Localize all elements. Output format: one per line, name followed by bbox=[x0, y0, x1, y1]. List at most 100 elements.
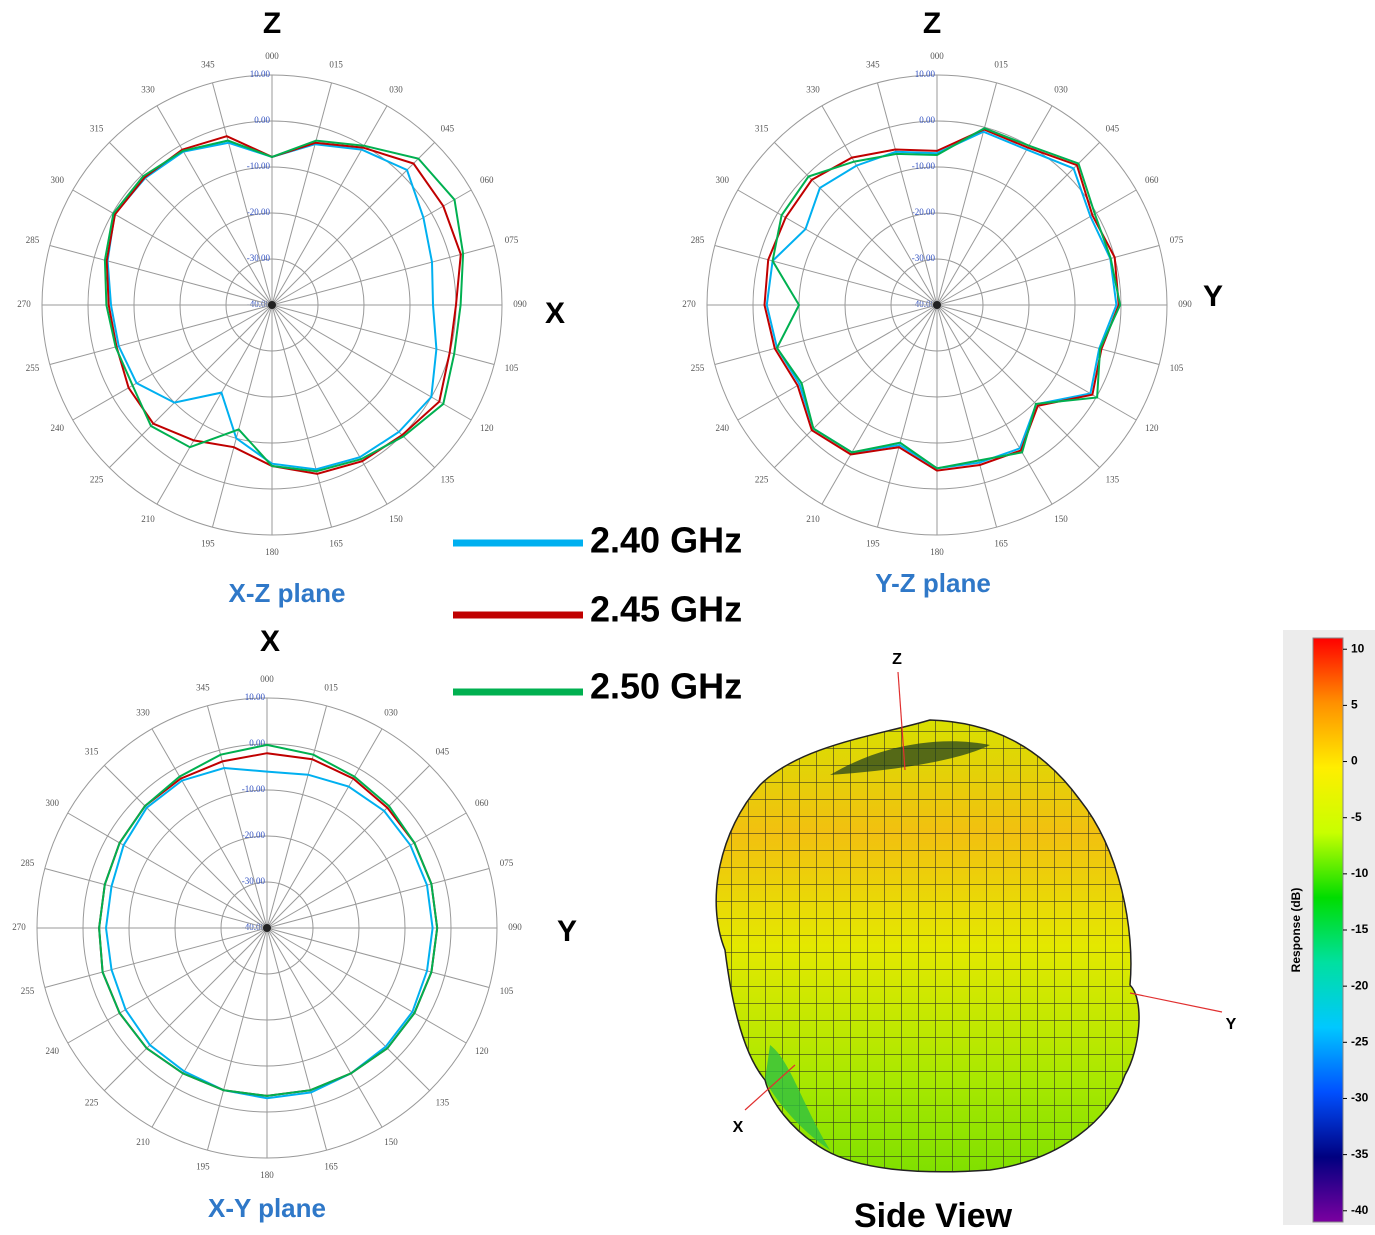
x-axis bbox=[744, 1064, 796, 1111]
theta-tick-label: 225 bbox=[755, 474, 769, 484]
spoke bbox=[936, 82, 998, 306]
theta-tick-label: 150 bbox=[1054, 514, 1068, 524]
spoke bbox=[271, 304, 495, 366]
r-tick-label: -30.00 bbox=[247, 253, 271, 263]
spoke bbox=[109, 304, 273, 468]
theta-tick-label: 225 bbox=[90, 474, 104, 484]
spoke bbox=[714, 304, 938, 366]
colorbar-tick-label: -10 bbox=[1351, 866, 1369, 880]
series-line bbox=[103, 139, 465, 473]
theta-tick-label: 330 bbox=[806, 84, 820, 94]
chart-title: Side View bbox=[854, 1197, 1013, 1235]
theta-tick-label: 075 bbox=[1170, 235, 1184, 245]
spoke bbox=[206, 927, 268, 1151]
spoke bbox=[266, 927, 430, 1091]
theta-tick-label: 075 bbox=[500, 858, 514, 868]
x-axis-label: X bbox=[733, 1119, 744, 1136]
spoke bbox=[266, 705, 328, 929]
theta-tick-label: 060 bbox=[1145, 175, 1159, 185]
theta-tick-label: 180 bbox=[265, 547, 279, 557]
theta-tick-label: 105 bbox=[505, 363, 519, 373]
colorbar-tick-label: -40 bbox=[1351, 1203, 1369, 1217]
theta-tick-label: 270 bbox=[12, 922, 26, 932]
theta-tick-label: 255 bbox=[26, 363, 40, 373]
spoke bbox=[271, 189, 472, 306]
theta-tick-label: 135 bbox=[441, 474, 455, 484]
theta-tick-label: 030 bbox=[1054, 84, 1068, 94]
z-axis bbox=[897, 671, 906, 771]
spoke bbox=[821, 105, 938, 306]
theta-tick-label: 030 bbox=[384, 707, 398, 717]
spoke bbox=[271, 304, 388, 505]
theta-tick-label: 285 bbox=[26, 235, 40, 245]
spoke bbox=[936, 142, 1100, 306]
theta-tick-label: 240 bbox=[50, 423, 64, 433]
legend-label: 2.45 GHz bbox=[590, 589, 742, 630]
spoke bbox=[206, 705, 268, 929]
spoke bbox=[266, 728, 383, 929]
top-axis-label: Z bbox=[263, 7, 281, 40]
spoke bbox=[49, 304, 273, 366]
polar-chart: -40.00 -30.00 -20.00 -10.00 0.00 10.00 000 015 0… bbox=[12, 674, 522, 1180]
theta-tick-label: 120 bbox=[475, 1046, 489, 1056]
polar-chart: -40.00 -30.00 -20.00 -10.00 0.00 10.00 000 015 0… bbox=[682, 51, 1192, 557]
theta-tick-label: 330 bbox=[136, 707, 150, 717]
r-tick-label: 0.00 bbox=[919, 115, 935, 125]
y-axis-label: Y bbox=[1226, 1016, 1237, 1033]
theta-tick-label: 210 bbox=[136, 1137, 150, 1147]
theta-tick-label: 210 bbox=[806, 514, 820, 524]
theta-tick-label: 285 bbox=[21, 858, 35, 868]
spoke bbox=[737, 304, 938, 421]
series-line bbox=[763, 128, 1120, 472]
spoke bbox=[156, 105, 273, 306]
colorbar-tick-label: -30 bbox=[1351, 1091, 1369, 1105]
theta-tick-label: 045 bbox=[1106, 124, 1120, 134]
polar-chart: -40.00 -30.00 -20.00 -10.00 0.00 10.00 000 015 0… bbox=[17, 51, 527, 557]
theta-tick-label: 015 bbox=[329, 60, 343, 70]
spoke bbox=[49, 244, 273, 306]
theta-tick-label: 120 bbox=[480, 423, 494, 433]
spoke bbox=[271, 304, 435, 468]
theta-tick-label: 285 bbox=[691, 235, 705, 245]
spoke bbox=[156, 304, 273, 505]
theta-tick-label: 255 bbox=[21, 986, 35, 996]
spoke bbox=[266, 867, 490, 929]
spoke bbox=[936, 244, 1160, 306]
colorbar-tick-label: -5 bbox=[1351, 810, 1362, 824]
colorbar-tick-label: 0 bbox=[1351, 754, 1358, 768]
theta-tick-label: 150 bbox=[384, 1137, 398, 1147]
spoke bbox=[109, 142, 273, 306]
spoke bbox=[266, 927, 383, 1128]
series-line bbox=[771, 127, 1122, 470]
spoke bbox=[266, 765, 430, 929]
theta-tick-label: 330 bbox=[141, 84, 155, 94]
spoke bbox=[266, 812, 467, 929]
surface-top bbox=[830, 741, 990, 775]
theta-tick-label: 090 bbox=[508, 922, 522, 932]
colorbar bbox=[1312, 637, 1344, 1223]
r-tick-label: 10.00 bbox=[250, 69, 271, 79]
spoke bbox=[271, 105, 388, 306]
colorbar-label: Response (dB) bbox=[1289, 888, 1303, 973]
spoke bbox=[774, 142, 938, 306]
theta-tick-label: 210 bbox=[141, 514, 155, 524]
theta-tick-label: 150 bbox=[389, 514, 403, 524]
center bbox=[268, 301, 276, 309]
legend-label: 2.50 GHz bbox=[590, 666, 742, 707]
y-axis bbox=[1129, 992, 1223, 1013]
r-tick-label: 0.00 bbox=[254, 115, 270, 125]
theta-tick-label: 195 bbox=[201, 539, 215, 549]
spoke bbox=[821, 304, 938, 505]
spoke bbox=[44, 867, 268, 929]
r-tick-label: -40.00 bbox=[247, 299, 271, 309]
spoke bbox=[936, 304, 998, 528]
theta-tick-label: 315 bbox=[755, 124, 769, 134]
spoke bbox=[271, 82, 333, 306]
spoke bbox=[72, 304, 273, 421]
surface-outline bbox=[715, 719, 1140, 1173]
surface-lobe bbox=[765, 1045, 830, 1150]
theta-tick-label: 165 bbox=[329, 539, 343, 549]
center bbox=[263, 924, 271, 932]
spoke bbox=[72, 189, 273, 306]
